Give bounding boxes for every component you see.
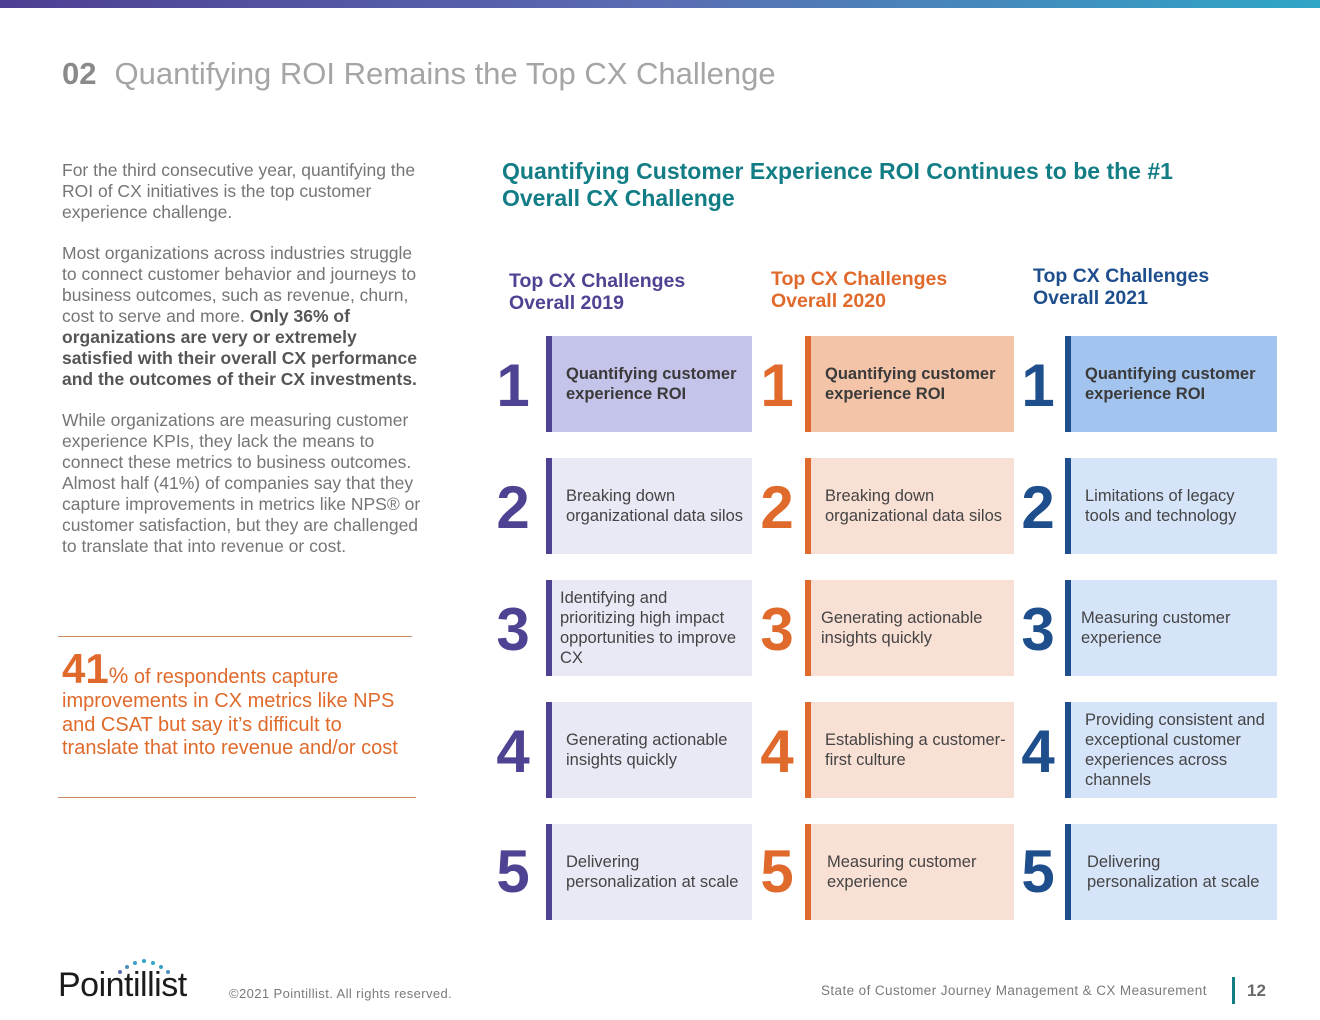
callout-percent: % — [108, 663, 129, 688]
rank-number: 4 — [496, 718, 530, 785]
challenge-box: Generating actionable insights quickly — [546, 702, 752, 798]
chart-title: Quantifying Customer Experience ROI Cont… — [502, 158, 1173, 211]
page-title: 02 Quantifying ROI Remains the Top CX Cha… — [62, 56, 776, 92]
rank-number: 4 — [1021, 718, 1055, 785]
challenge-box: Measuring customer experience — [805, 824, 1014, 920]
rank-number: 1 — [760, 352, 794, 419]
pointillist-logo: Pointillist — [58, 958, 208, 1004]
rank-number: 1 — [496, 352, 530, 419]
footer-separator — [1232, 977, 1235, 1004]
challenge-box: Generating actionable insights quickly — [805, 580, 1014, 676]
challenge-box: Providing consistent and exceptional cus… — [1065, 702, 1277, 798]
stat-callout: 41% of respondents capture improvements … — [62, 648, 422, 761]
intro-text: For the third consecutive year, quantify… — [62, 160, 424, 577]
rank-number: 3 — [760, 596, 794, 663]
intro-paragraph-1: For the third consecutive year, quantify… — [62, 160, 416, 222]
rank-number: 3 — [1021, 596, 1055, 663]
column-heading-2019: Top CX Challenges Overall 2019 — [509, 270, 685, 314]
challenge-box: Quantifying customer experience ROI — [1065, 336, 1277, 432]
rank-number: 4 — [760, 718, 794, 785]
section-title: Quantifying ROI Remains the Top CX Chall… — [114, 56, 776, 91]
intro-paragraph-3: While organizations are measuring custom… — [62, 410, 421, 556]
copyright: ©2021 Pointillist. All rights reserved. — [229, 986, 453, 1001]
rank-number: 1 — [1021, 352, 1055, 419]
challenge-box: Breaking down organizational data silos — [805, 458, 1014, 554]
column-heading-2019-line2: Overall 2019 — [509, 292, 624, 314]
rank-number: 2 — [496, 474, 530, 541]
challenge-box: Quantifying customer experience ROI — [546, 336, 752, 432]
section-number: 02 — [62, 56, 97, 91]
challenge-box: Limitations of legacy tools and technolo… — [1065, 458, 1277, 554]
logo-wordmark: Pointillist — [58, 966, 187, 1004]
challenge-box: Delivering personalization at scale — [1065, 824, 1277, 920]
column-heading-2019-line1: Top CX Challenges — [509, 270, 686, 292]
rank-number: 2 — [1021, 474, 1055, 541]
column-heading-2020-line1: Top CX Challenges — [771, 268, 948, 290]
page-number: 12 — [1247, 981, 1266, 1000]
challenge-box: Establishing a customer-first culture — [805, 702, 1014, 798]
challenge-box: Breaking down organizational data silos — [546, 458, 752, 554]
challenge-box: Quantifying customer experience ROI — [805, 336, 1014, 432]
column-heading-2020-line2: Overall 2020 — [771, 290, 886, 312]
challenge-box: Measuring customer experience — [1065, 580, 1277, 676]
column-heading-2020: Top CX Challenges Overall 2020 — [771, 268, 947, 312]
rank-number: 5 — [1021, 838, 1055, 905]
intro-paragraph-2-highlight: Only 36% of organizations are very or ex… — [62, 306, 417, 389]
top-gradient-bar — [0, 0, 1320, 8]
callout-bottom-rule — [58, 797, 416, 798]
rank-number: 3 — [496, 596, 530, 663]
challenge-box: Identifying and prioritizing high impact… — [546, 580, 752, 676]
rank-number: 5 — [760, 838, 794, 905]
callout-number: 41 — [62, 645, 109, 692]
callout-text: of respondents capture improvements in C… — [62, 666, 398, 759]
rank-number: 5 — [496, 838, 530, 905]
column-heading-2021: Top CX Challenges Overall 2021 — [1033, 265, 1209, 309]
column-heading-2021-line1: Top CX Challenges — [1033, 265, 1210, 287]
intro-paragraph-2: Most organizations across industries str… — [62, 243, 424, 390]
intro-paragraph-2-text: Most organizations across industries str… — [62, 243, 417, 326]
column-heading-2021-line2: Overall 2021 — [1033, 287, 1148, 309]
challenge-box: Delivering personalization at scale — [546, 824, 752, 920]
callout-top-rule — [58, 636, 412, 637]
logo-dots-icon — [118, 959, 170, 974]
rank-number: 2 — [760, 474, 794, 541]
report-title: State of Customer Journey Management & C… — [821, 983, 1207, 998]
